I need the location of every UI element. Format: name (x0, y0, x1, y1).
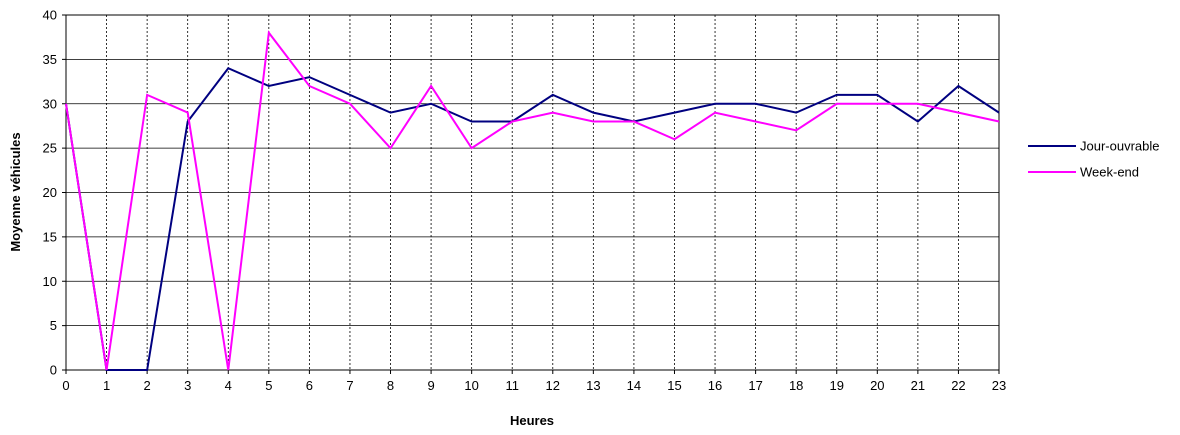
x-tick-label: 17 (748, 378, 762, 393)
y-tick-label: 0 (50, 363, 57, 378)
x-tick-label: 12 (546, 378, 560, 393)
grid (66, 14, 999, 370)
x-tick-label: 20 (870, 378, 884, 393)
x-tick-label: 16 (708, 378, 722, 393)
x-tick-label: 23 (992, 378, 1006, 393)
x-tick-label: 6 (306, 378, 313, 393)
legend-label-1: Jour-ouvrable (1080, 139, 1160, 154)
x-tick-label: 9 (427, 378, 434, 393)
x-tick-label: 11 (505, 378, 519, 393)
legend: Jour-ouvrable Week-end (1028, 139, 1160, 180)
y-tick-label: 40 (43, 8, 57, 23)
y-tick-label: 5 (50, 318, 57, 333)
x-axis-title: Heures (510, 413, 554, 428)
x-tick-label: 14 (627, 378, 641, 393)
legend-label-2: Week-end (1080, 165, 1139, 180)
x-tick-label: 19 (830, 378, 844, 393)
x-tick-label: 22 (951, 378, 965, 393)
series-line-1 (65, 67, 1000, 371)
x-tick-label: 1 (103, 378, 110, 393)
x-tick-label: 21 (911, 378, 925, 393)
y-tick-label: 25 (43, 141, 57, 156)
axes (62, 14, 1000, 374)
y-tick-label: 15 (43, 229, 57, 244)
x-tick-label: 4 (225, 378, 232, 393)
x-tick-label: 2 (144, 378, 151, 393)
x-tick-label: 3 (184, 378, 191, 393)
x-tick-label: 13 (586, 378, 600, 393)
y-tick-label: 35 (43, 52, 57, 67)
series-line-2 (65, 30, 1000, 371)
x-tick-label: 18 (789, 378, 803, 393)
x-tick-label: 5 (265, 378, 272, 393)
x-tick-label: 15 (667, 378, 681, 393)
series-lines (65, 30, 1000, 371)
y-tick-label: 30 (43, 96, 57, 111)
x-tick-label: 8 (387, 378, 394, 393)
x-tick-label: 7 (346, 378, 353, 393)
y-axis-title: Moyenne véhicules (8, 132, 23, 251)
x-tick-label: 10 (464, 378, 478, 393)
x-tick-label: 0 (62, 378, 69, 393)
y-tick-label: 10 (43, 274, 57, 289)
y-tick-label: 20 (43, 185, 57, 200)
